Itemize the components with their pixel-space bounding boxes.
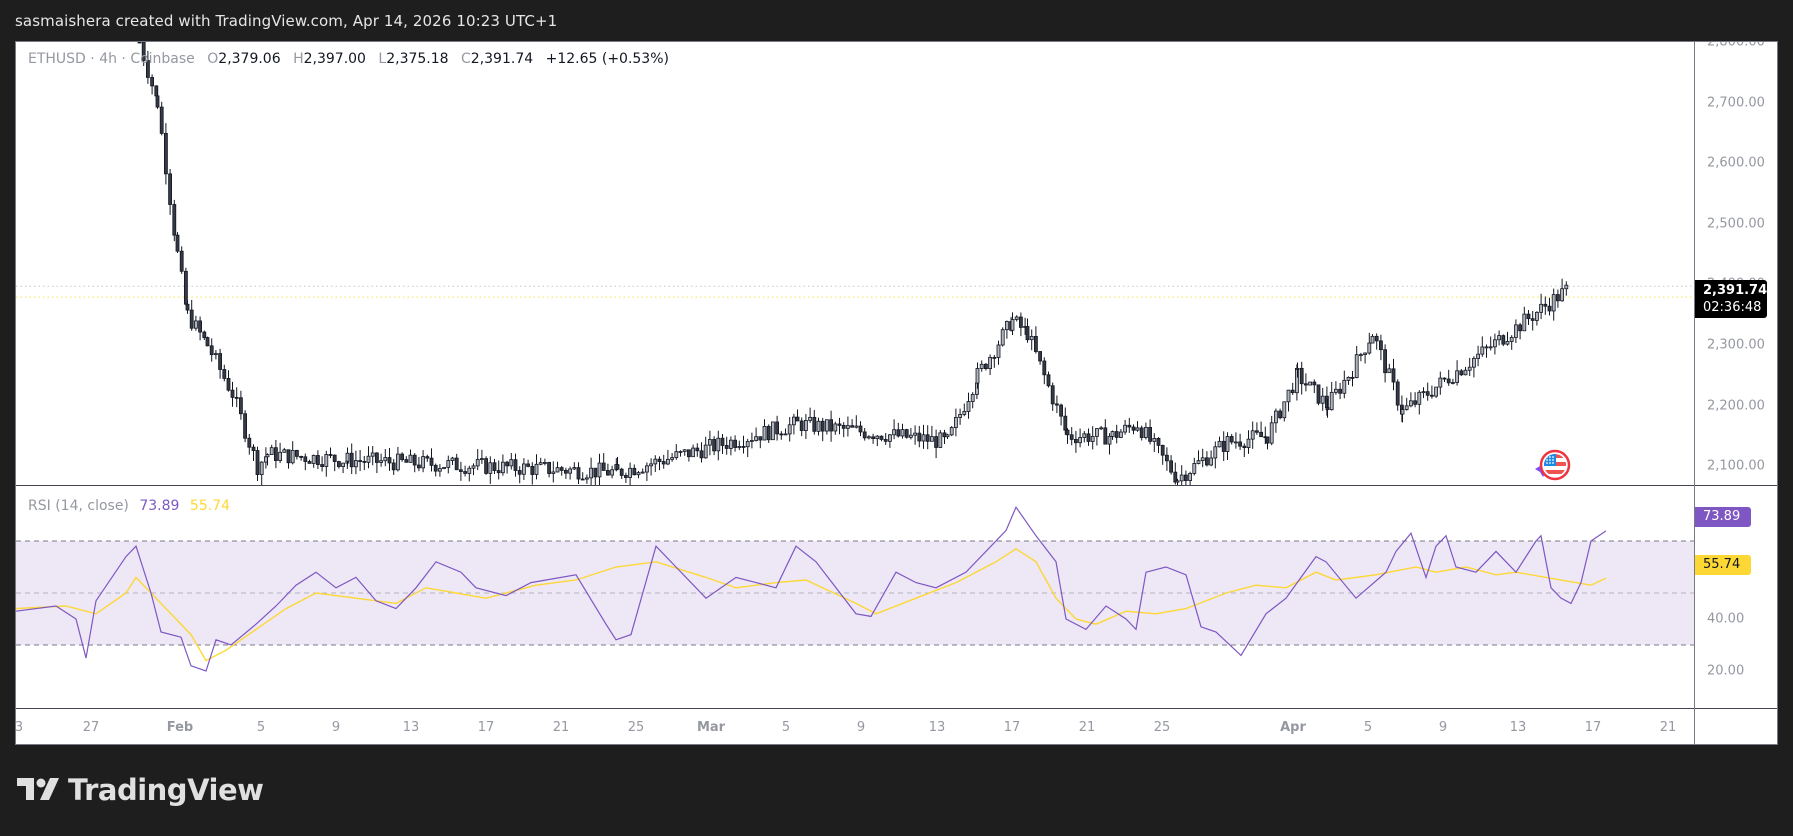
- time-label: Mar: [696, 720, 726, 735]
- top-bar: sasmaishera created with TradingView.com…: [0, 0, 1793, 41]
- rsi-value-tag: 73.89: [1695, 507, 1751, 527]
- time-label: 21: [552, 720, 570, 735]
- time-label: 27: [82, 720, 100, 735]
- time-label: 17: [1584, 720, 1602, 735]
- price-tick: 2,500.00: [1707, 216, 1765, 232]
- time-label: 5: [1363, 720, 1373, 735]
- time-label: 21: [1659, 720, 1677, 735]
- price-pane[interactable]: ETHUSD · 4h · Coinbase O2,379.06 H2,397.…: [16, 42, 1694, 485]
- close-value: 2,391.74: [470, 51, 534, 67]
- rsi-chart[interactable]: [16, 486, 1694, 708]
- close-label: C: [461, 51, 471, 67]
- economic-event-us-flag-icon[interactable]: [1531, 449, 1571, 481]
- rsi-tick: 20.00: [1707, 663, 1745, 679]
- time-axis-separator: [16, 708, 1777, 709]
- chart-credit: sasmaishera created with TradingView.com…: [15, 12, 558, 30]
- last-price-value: 2,391.74: [1703, 283, 1768, 298]
- rsi-title[interactable]: RSI (14, close): [28, 498, 129, 514]
- time-label: 9: [856, 720, 866, 735]
- time-label: 17: [1003, 720, 1021, 735]
- candlestick-chart[interactable]: [16, 42, 1694, 485]
- rsi-value: 73.89: [139, 498, 180, 514]
- time-axis[interactable]: 3 27 Feb 5 9 13 17 21 25 Mar 5 9 13 17 21 25 Apr 5 9 13 17 21: [15, 708, 1694, 744]
- time-label: Apr: [1280, 720, 1306, 735]
- low-label: L: [378, 51, 387, 67]
- tradingview-wordmark: TradingView: [68, 773, 264, 807]
- time-label: 25: [1153, 720, 1171, 735]
- chart-frame: ETHUSD · 4h · Coinbase O2,379.06 H2,397.…: [15, 41, 1778, 745]
- price-tick: 2,600.00: [1707, 155, 1765, 171]
- time-label: 25: [627, 720, 645, 735]
- time-label: 3: [15, 720, 24, 735]
- last-price-tag: 2,391.74 02:36:48: [1695, 280, 1767, 318]
- symbol-label[interactable]: ETHUSD · 4h · Coinbase: [28, 51, 195, 67]
- pane-separator[interactable]: [16, 485, 1777, 486]
- tradingview-logo-icon: [17, 778, 59, 800]
- time-label: Feb: [166, 720, 194, 735]
- price-tick: 2,100.00: [1707, 458, 1765, 474]
- time-label: 9: [1438, 720, 1448, 735]
- time-label: 9: [331, 720, 341, 735]
- change-value: +12.65 (+0.53%): [545, 51, 669, 67]
- bar-countdown: 02:36:48: [1703, 300, 1762, 315]
- low-value: 2,375.18: [386, 51, 449, 67]
- price-tick: 2,800.00: [1707, 41, 1765, 50]
- time-label: 21: [1078, 720, 1096, 735]
- rsi-legend: RSI (14, close) 73.89 55.74: [28, 498, 230, 514]
- rsi-tick: 40.00: [1707, 611, 1745, 627]
- symbol-legend: ETHUSD · 4h · Coinbase O2,379.06 H2,397.…: [28, 51, 669, 67]
- time-label: 13: [1509, 720, 1527, 735]
- price-axis[interactable]: 2,100.002,200.002,300.002,400.002,500.00…: [1695, 41, 1777, 485]
- price-axis-border: [1694, 42, 1695, 744]
- rsi-ma-value-tag: 55.74: [1695, 555, 1751, 575]
- price-tick: 2,300.00: [1707, 337, 1765, 353]
- rsi-ma-value: 55.74: [189, 498, 230, 514]
- high-value: 2,397.00: [303, 51, 366, 67]
- high-label: H: [293, 51, 304, 67]
- tradingview-logo: TradingView: [17, 773, 264, 807]
- time-label: 5: [256, 720, 266, 735]
- time-label: 13: [402, 720, 420, 735]
- time-label: 17: [477, 720, 495, 735]
- price-tick: 2,700.00: [1707, 95, 1765, 111]
- rsi-pane[interactable]: RSI (14, close) 73.89 55.74: [16, 486, 1694, 708]
- time-label: 5: [781, 720, 791, 735]
- time-label: 13: [928, 720, 946, 735]
- open-value: 2,379.06: [218, 51, 281, 67]
- price-tick: 2,200.00: [1707, 398, 1765, 414]
- open-label: O: [207, 51, 219, 67]
